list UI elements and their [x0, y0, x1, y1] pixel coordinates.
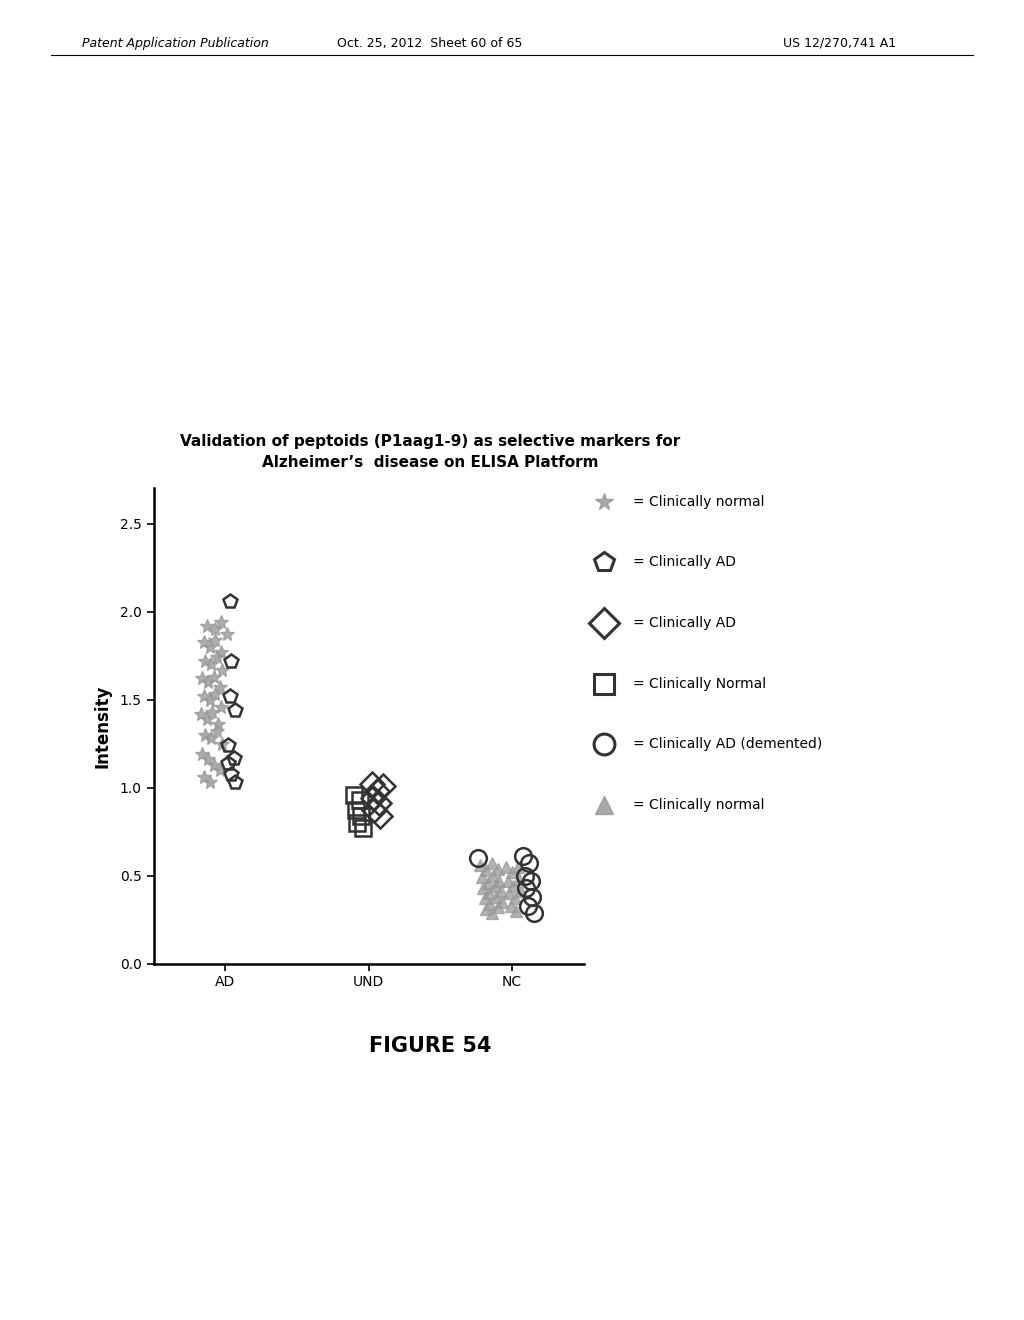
Text: Alzheimer’s  disease on ELISA Platform: Alzheimer’s disease on ELISA Platform [262, 455, 598, 470]
Text: = Clinically AD: = Clinically AD [633, 556, 736, 569]
Text: Patent Application Publication: Patent Application Publication [82, 37, 268, 50]
Text: Validation of peptoids (P1aag1-9) as selective markers for: Validation of peptoids (P1aag1-9) as sel… [180, 434, 680, 449]
Text: FIGURE 54: FIGURE 54 [369, 1036, 492, 1056]
Text: = Clinically AD (demented): = Clinically AD (demented) [633, 738, 822, 751]
Text: = Clinically AD: = Clinically AD [633, 616, 736, 630]
Text: US 12/270,741 A1: US 12/270,741 A1 [783, 37, 896, 50]
Text: Oct. 25, 2012  Sheet 60 of 65: Oct. 25, 2012 Sheet 60 of 65 [337, 37, 523, 50]
Y-axis label: Intensity: Intensity [93, 684, 112, 768]
Text: = Clinically normal: = Clinically normal [633, 495, 764, 508]
Text: = Clinically normal: = Clinically normal [633, 799, 764, 812]
Text: = Clinically Normal: = Clinically Normal [633, 677, 766, 690]
